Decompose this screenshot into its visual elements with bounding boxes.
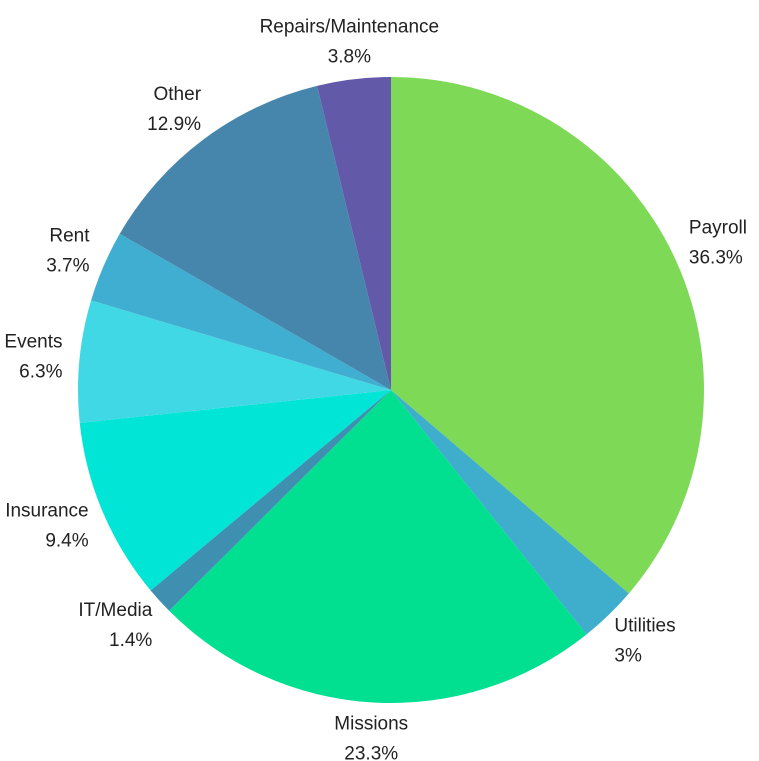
pie-slice [150,390,391,611]
slice-value-label: 1.4% [109,630,152,651]
slice-value-label: 36.3% [689,248,743,269]
pie-slice [91,233,391,390]
pie-slice [78,300,392,423]
slice-label: Rent [49,226,90,247]
slice-value-label: 3% [614,646,642,667]
pie-slice [391,77,704,594]
slice-value-label: 9.4% [45,530,88,551]
slice-label: Events [4,332,62,353]
slice-value-label: 23.3% [344,743,398,761]
slice-label: Repairs/Maintenance [260,17,440,38]
slice-label: Utilities [614,616,675,637]
slice-value-label: 3.7% [46,256,89,277]
pie-slice [391,390,629,635]
pie-slice [317,77,391,390]
slice-label: Missions [334,713,408,734]
slice-label: IT/Media [78,600,152,621]
slice-value-label: 6.3% [19,362,62,383]
slice-value-label: 3.8% [328,47,371,68]
pie-slice [119,85,391,390]
slice-label: Other [154,84,202,105]
slice-label: Payroll [689,218,747,239]
slice-value-label: 12.9% [147,114,201,135]
pie-slice [169,390,587,703]
pie-slice [79,390,391,591]
slice-label: Insurance [5,500,88,521]
